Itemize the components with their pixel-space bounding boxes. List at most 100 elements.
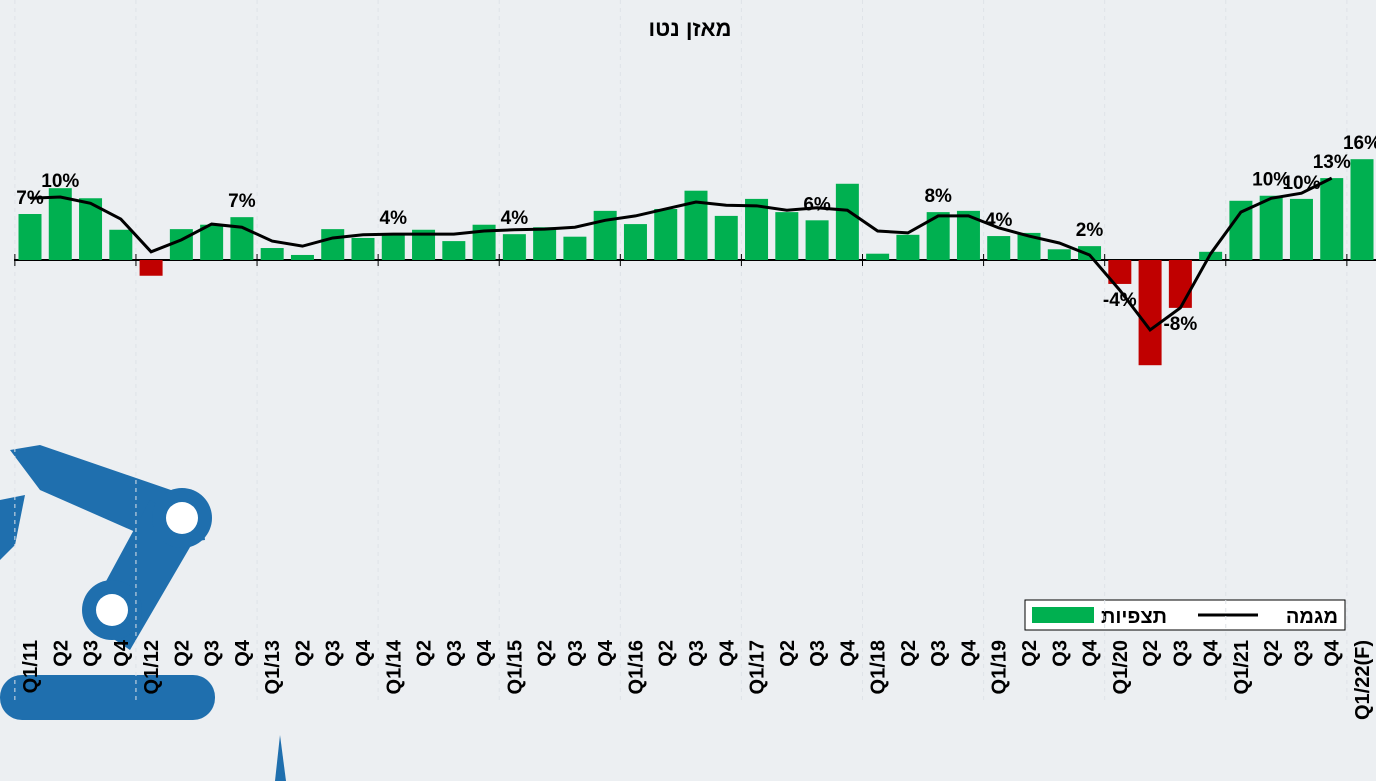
bar	[956, 210, 980, 260]
x-tick-label: Q3	[807, 640, 829, 667]
x-tick-label: Q1/12	[141, 640, 163, 694]
x-tick-label: Q2	[898, 640, 920, 667]
legend-swatch	[1032, 607, 1094, 623]
bar	[1229, 200, 1253, 260]
legend-label: מגמה	[1286, 606, 1338, 628]
trend-line	[29, 176, 1333, 333]
x-tick-label: Q3	[1049, 640, 1071, 667]
x-tick-label: Q2	[292, 640, 314, 667]
bar	[563, 236, 587, 260]
bar	[926, 212, 950, 260]
bar	[79, 198, 103, 260]
bar	[775, 212, 799, 260]
chart-title: מאזן נטו	[648, 16, 731, 41]
x-tick-label: Q1/11	[20, 640, 42, 693]
x-tick-label: Q4	[1201, 639, 1223, 667]
bar	[321, 229, 345, 260]
bar	[18, 214, 42, 260]
x-tick-label: Q4	[1322, 639, 1344, 667]
data-label: 10%	[41, 171, 79, 192]
x-tick-label: Q1/16	[625, 640, 647, 694]
bar	[684, 190, 708, 260]
bar	[1138, 260, 1162, 366]
data-label: 8%	[924, 186, 952, 207]
x-tick-label: Q3	[928, 640, 950, 667]
x-tick-label: Q1/13	[262, 640, 284, 694]
data-label: 10%	[1252, 170, 1290, 191]
x-tick-label: Q3	[81, 640, 103, 667]
x-tick-label: Q4	[232, 639, 254, 667]
x-tick-label: Q3	[323, 640, 345, 667]
x-tick-label: Q4	[595, 639, 617, 667]
bar	[654, 208, 678, 260]
x-tick-label: Q1/15	[504, 640, 526, 694]
x-tick-label: Q2	[1140, 640, 1162, 667]
bar	[109, 229, 133, 260]
bar	[260, 248, 284, 260]
x-tick-label: Q2	[535, 640, 557, 667]
bar	[139, 260, 163, 276]
x-tick-label: Q4	[353, 639, 375, 667]
bar	[472, 224, 496, 260]
x-tick-label: Q3	[1291, 640, 1313, 667]
x-tick-label: Q3	[686, 640, 708, 667]
data-label: 10%	[1282, 173, 1320, 194]
bar	[745, 198, 769, 260]
x-tick-label: Q2	[656, 640, 678, 667]
data-label: -8%	[1163, 314, 1197, 335]
data-label: 4%	[501, 208, 529, 229]
x-tick-label: Q2	[1019, 640, 1041, 667]
x-tick-label: Q1/21	[1231, 640, 1253, 694]
bar	[1078, 246, 1102, 260]
data-label: -4%	[1103, 290, 1137, 311]
data-label: 16%	[1343, 133, 1376, 154]
bar	[200, 224, 224, 260]
bar	[381, 234, 405, 260]
bar	[714, 215, 738, 260]
data-label: 6%	[803, 194, 831, 215]
x-tick-label: Q1/14	[383, 639, 405, 694]
data-label: 4%	[380, 208, 408, 229]
x-tick-label: Q2	[777, 640, 799, 667]
x-tick-label: Q2	[1261, 640, 1283, 667]
data-label: 2%	[1076, 220, 1104, 241]
bar	[1168, 260, 1192, 308]
x-tick-label: Q1/20	[1110, 640, 1132, 694]
bar	[835, 183, 859, 260]
legend: תצפיות מגמה	[1024, 599, 1346, 631]
x-tick-label: Q4	[1080, 639, 1102, 667]
bar	[533, 227, 557, 260]
robot-decoration	[0, 445, 286, 781]
bar	[1320, 178, 1344, 260]
data-label: 13%	[1313, 152, 1351, 173]
bar	[1047, 249, 1071, 260]
x-tick-label: Q1/17	[747, 640, 769, 694]
x-tick-label: Q2	[50, 640, 72, 667]
x-tick-label: Q4	[958, 639, 980, 667]
bar	[1350, 159, 1374, 260]
x-tick-label: Q2	[414, 640, 436, 667]
bar	[1017, 232, 1041, 260]
x-tick-label: Q4	[111, 639, 133, 667]
x-tick-label: Q4	[837, 639, 859, 667]
data-label: 7%	[16, 188, 44, 209]
data-label: 7%	[228, 191, 256, 212]
bar	[351, 237, 375, 260]
x-tick-label: Q3	[444, 640, 466, 667]
x-tick-label: Q3	[202, 640, 224, 667]
bar	[1108, 260, 1132, 284]
x-tick-label: Q3	[1170, 640, 1192, 667]
x-tick-label: Q3	[565, 640, 587, 667]
legend-label: תצפיות	[1101, 606, 1167, 628]
x-tick-label: Q4	[716, 639, 738, 667]
bar	[866, 253, 890, 260]
bar	[987, 236, 1011, 260]
bar	[290, 254, 314, 260]
data-label: 4%	[985, 210, 1013, 231]
x-tick-label: Q2	[171, 640, 193, 667]
x-tick-label: Q4	[474, 639, 496, 667]
bar	[896, 234, 920, 260]
bar	[1259, 195, 1283, 260]
bar	[442, 241, 466, 260]
